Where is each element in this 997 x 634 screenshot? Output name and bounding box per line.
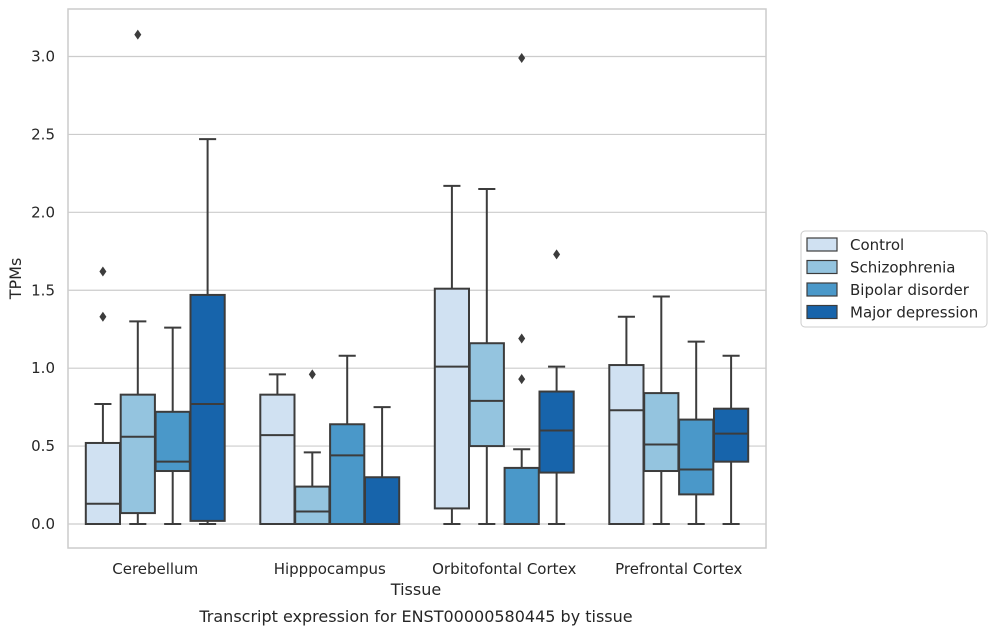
y-tick-label: 2.0	[31, 203, 55, 221]
legend-label: Control	[850, 236, 904, 254]
y-tick-label: 1.5	[31, 281, 55, 299]
x-tick-label: Orbitofontal Cortex	[432, 560, 576, 578]
outlier-point	[518, 333, 526, 344]
legend-swatch	[806, 282, 838, 297]
box-major-depression	[189, 138, 226, 525]
iqr-box	[608, 364, 645, 525]
iqr-box	[678, 418, 715, 496]
box-schizophrenia	[468, 187, 505, 525]
iqr-box	[363, 476, 401, 525]
box-schizophrenia	[643, 295, 680, 525]
x-tick-labels: Cerebellum Hipppocampus Orbitofontal Corte…	[112, 560, 742, 578]
y-tick-labels: 0.0 0.5 1.0 1.5 2.0 2.5 3.0	[31, 48, 55, 534]
iqr-box	[712, 407, 750, 463]
outlier-point	[553, 249, 561, 260]
iqr-box	[189, 293, 226, 522]
box-major-depression	[712, 354, 750, 525]
iqr-box	[643, 392, 680, 473]
x-tick-label: Hipppocampus	[274, 560, 386, 578]
box-control	[433, 184, 471, 525]
iqr-box	[538, 390, 575, 474]
box-schizophrenia	[294, 369, 331, 526]
box-major-depression	[538, 249, 575, 525]
box-series	[84, 29, 750, 526]
outlier-point	[518, 53, 526, 64]
iqr-box	[503, 466, 540, 525]
iqr-box	[259, 393, 296, 525]
iqr-box	[294, 485, 331, 526]
plot-frame	[67, 8, 767, 549]
y-tick-label: 1.0	[31, 359, 55, 377]
iqr-box	[119, 393, 156, 515]
x-tick-label: Cerebellum	[112, 560, 198, 578]
box-bipolar-disorder	[503, 53, 540, 525]
box-bipolar-disorder	[329, 354, 366, 525]
y-tick-label: 3.0	[31, 48, 55, 66]
outlier-point	[99, 266, 107, 277]
legend-label: Major depression	[850, 304, 978, 322]
legend-swatch	[806, 237, 838, 252]
legend-label: Schizophrenia	[850, 259, 955, 277]
y-tick-label: 2.5	[31, 125, 55, 143]
box-control	[259, 373, 296, 525]
legend-frame	[800, 230, 988, 328]
y-tick-label: 0.0	[31, 515, 55, 533]
box-major-depression	[363, 406, 401, 525]
iqr-box	[84, 441, 122, 526]
outlier-point	[308, 369, 316, 380]
iqr-box	[433, 287, 471, 510]
chart-caption: Transcript expression for ENST0000058044…	[198, 607, 632, 626]
outlier-point	[99, 311, 107, 322]
legend-swatch	[806, 304, 838, 320]
legend: Control Schizophrenia Bipolar disorder Majo…	[800, 230, 988, 328]
outlier-point	[134, 29, 142, 40]
box-schizophrenia	[119, 29, 156, 525]
iqr-box	[468, 342, 505, 448]
y-axis-title: TPMs	[6, 258, 25, 301]
x-axis-title: Tissue	[390, 580, 441, 599]
outlier-point	[518, 374, 526, 385]
legend-swatch	[806, 259, 838, 275]
iqr-box	[329, 423, 366, 525]
legend-label: Bipolar disorder	[850, 281, 970, 299]
y-tick-label: 0.5	[31, 437, 55, 455]
x-tick-label: Prefrontal Cortex	[615, 560, 742, 578]
box-bipolar-disorder	[678, 340, 715, 525]
